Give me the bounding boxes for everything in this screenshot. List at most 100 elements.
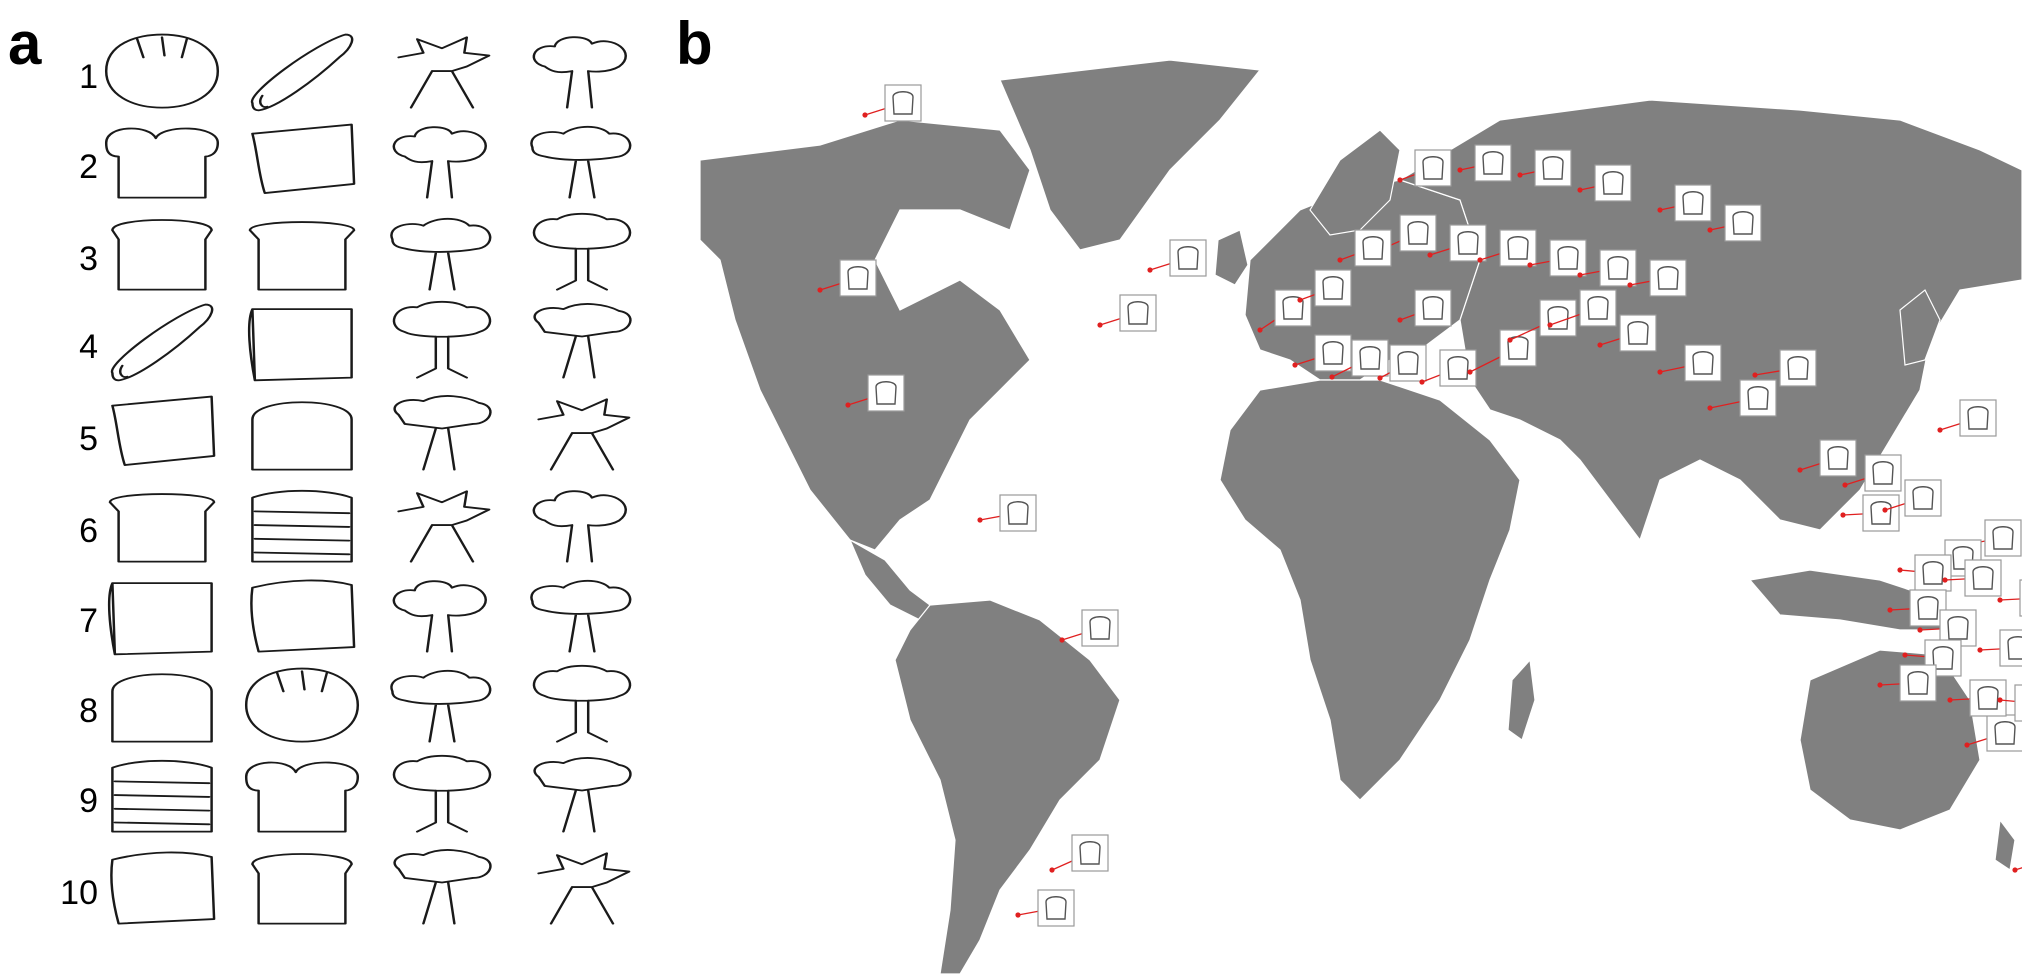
location-dot — [1397, 177, 1403, 183]
bread-sketch-icon — [1482, 151, 1504, 175]
bread-sketch-icon — [1587, 296, 1609, 320]
bread-sketch-icon — [1932, 646, 1954, 670]
bread-sketch-icon — [1007, 501, 1029, 525]
bread-sketch — [240, 30, 364, 114]
row-number: 9 — [79, 782, 98, 820]
bread-thumbnail — [1579, 289, 1617, 327]
tree-sketch — [520, 212, 644, 296]
bread-sketch-icon — [1992, 526, 2014, 550]
bread-sketch — [100, 392, 224, 476]
new-zealand — [1994, 818, 2016, 872]
uk-ireland — [1214, 229, 1249, 286]
bread-thumbnail — [1499, 329, 1537, 367]
africa — [1219, 379, 1521, 801]
bread-sketch-icon — [1972, 566, 1994, 590]
greenland — [999, 60, 1262, 251]
bread-sketch — [100, 30, 224, 114]
bread-sketch — [100, 484, 224, 568]
bread-sketch-icon — [1994, 721, 2016, 745]
location-dot — [1917, 627, 1923, 633]
location-dot — [2012, 867, 2018, 873]
location-dot — [1752, 372, 1758, 378]
location-dot — [1797, 467, 1803, 473]
location-dot — [1329, 374, 1335, 380]
location-dot — [1292, 362, 1298, 368]
bread-sketch — [240, 484, 364, 568]
bread-sketch-icon — [1045, 896, 1067, 920]
location-dot — [1657, 369, 1663, 375]
row-number: 10 — [60, 874, 98, 912]
bread-sketch-icon — [1602, 171, 1624, 195]
panel-b-label: b — [676, 10, 713, 77]
location-dot — [1897, 567, 1903, 573]
bread-thumbnail — [999, 494, 1037, 532]
bread-thumbnail — [1779, 349, 1817, 387]
location-dot — [1937, 427, 1943, 433]
bread-sketch-icon — [1079, 841, 1101, 865]
tree-sketch — [520, 300, 644, 384]
tree-sketch — [520, 392, 644, 476]
tree-sketch — [520, 30, 644, 114]
bread-thumbnail — [1904, 479, 1942, 517]
location-dot — [1337, 257, 1343, 263]
bread-sketch — [100, 846, 224, 930]
south-america — [894, 599, 1121, 974]
bread-thumbnail — [1351, 339, 1389, 377]
bread-sketch-icon — [1422, 296, 1444, 320]
bread-sketch-icon — [1607, 256, 1629, 280]
bread-sketch — [240, 574, 364, 658]
japan — [1899, 289, 1941, 366]
location-dot — [1015, 912, 1021, 918]
tree-sketch — [520, 484, 644, 568]
bread-sketch — [240, 300, 364, 384]
tree-sketch — [520, 846, 644, 930]
bread-sketch-icon — [1397, 351, 1419, 375]
bread-sketch — [240, 392, 364, 476]
location-dot — [817, 287, 823, 293]
location-markers — [817, 84, 2022, 927]
location-dot — [1877, 682, 1883, 688]
bread-thumbnail — [1474, 144, 1512, 182]
location-dot — [1507, 337, 1513, 343]
bread-thumbnail — [1819, 439, 1857, 477]
location-dot — [1147, 267, 1153, 273]
location-dot — [1947, 697, 1953, 703]
location-dot — [1887, 607, 1893, 613]
tree-sketch — [520, 664, 644, 748]
asia — [1398, 99, 2022, 542]
location-dot — [1964, 742, 1970, 748]
bread-thumbnail — [1354, 229, 1392, 267]
bread-sketch-icon — [1977, 686, 1999, 710]
location-dot — [1517, 172, 1523, 178]
bread-sketch-icon — [1457, 231, 1479, 255]
location-dot — [1707, 227, 1713, 233]
tree-sketch — [520, 574, 644, 658]
location-dot — [1942, 577, 1948, 583]
bread-sketch-icon — [1872, 461, 1894, 485]
location-dot — [1297, 297, 1303, 303]
bread-thumbnail — [1914, 554, 1952, 592]
bread-thumbnail — [1081, 609, 1119, 647]
tree-sketch — [380, 664, 504, 748]
bread-sketch-icon — [1359, 346, 1381, 370]
bread-sketch — [100, 120, 224, 204]
location-dot — [1457, 167, 1463, 173]
bread-thumbnail — [1037, 889, 1075, 927]
bread-thumbnail — [1449, 224, 1487, 262]
tree-sketch — [380, 212, 504, 296]
panel-a-label: a — [8, 10, 42, 77]
bread-sketch-icon — [1557, 246, 1579, 270]
bread-sketch-icon — [1407, 221, 1429, 245]
bread-thumbnail — [1984, 519, 2022, 557]
bread-thumbnail — [867, 374, 905, 412]
bread-thumbnail — [1862, 494, 1900, 532]
location-dot — [1467, 369, 1473, 375]
location-dot — [1977, 647, 1983, 653]
leader-line — [2014, 867, 2022, 871]
bread-sketch — [100, 300, 224, 384]
bread-sketch-icon — [1547, 306, 1569, 330]
north-america — [700, 119, 1031, 551]
bread-thumbnail — [1999, 629, 2022, 667]
bread-sketch-icon — [1747, 386, 1769, 410]
bread-sketch-icon — [1682, 191, 1704, 215]
